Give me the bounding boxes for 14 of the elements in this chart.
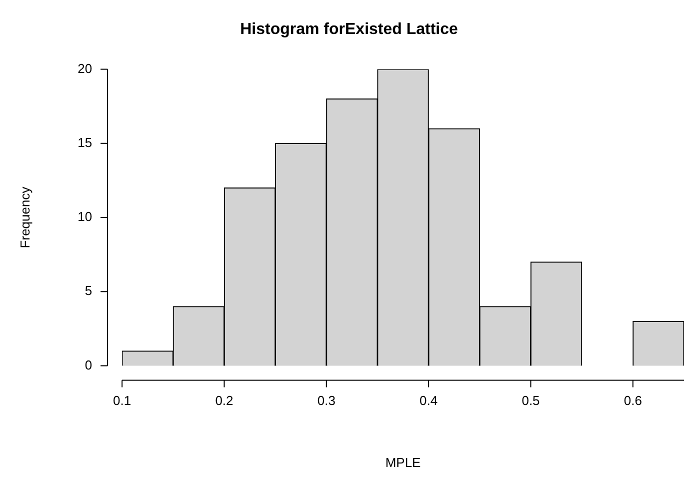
y-axis-title: Frequency — [17, 186, 32, 248]
y-tick-label: 5 — [84, 283, 92, 298]
x-tick-label: 0.5 — [522, 393, 540, 408]
chart-title: Histogram forExisted Lattice — [240, 21, 458, 38]
x-axis-title: MPLE — [385, 454, 422, 470]
x-tick-label: 0.6 — [624, 393, 642, 408]
y-tick-label: 20 — [78, 60, 92, 76]
x-tick-label: 0.4 — [420, 393, 438, 408]
y-tick-label: 15 — [78, 134, 92, 150]
y-tick-label: 0 — [84, 357, 92, 372]
x-tick-label: 0.3 — [317, 393, 336, 408]
y-tick-label: 10 — [78, 209, 92, 224]
x-tick-label: 0.1 — [113, 393, 132, 408]
x-tick-label: 0.2 — [215, 393, 234, 408]
